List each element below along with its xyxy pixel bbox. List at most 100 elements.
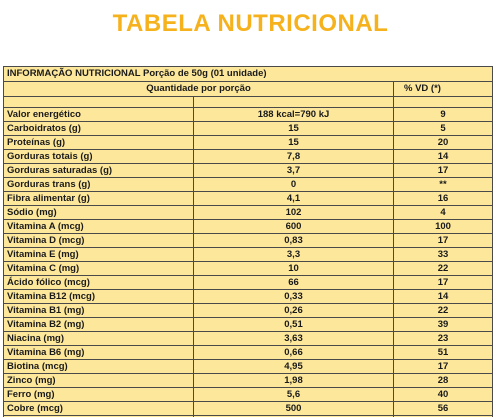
nutrient-vd: 56 [437, 403, 449, 414]
nutrient-vd: 17 [437, 235, 449, 246]
nutrient-name: Vitamina B1 (mg) [4, 304, 194, 317]
table-row: Carboidratos (g) 15 5 [4, 121, 492, 135]
page-title: TABELA NUTRICIONAL [112, 10, 389, 37]
nutrient-name: Biotina (mcg) [4, 360, 194, 373]
table-row: Gorduras trans (g) 0 ** [4, 177, 492, 191]
nutrient-quantity: 10 [194, 262, 394, 275]
spacer-row [4, 97, 492, 107]
nutrient-quantity: 600 [194, 220, 394, 233]
nutrient-vd: ** [439, 179, 447, 190]
nutrient-quantity: 0,26 [194, 304, 394, 317]
nutrient-name: Zinco (mg) [4, 374, 194, 387]
nutrient-quantity: 66 [194, 276, 394, 289]
table-row: Vitamina B6 (mg) 0,66 51 [4, 345, 492, 359]
quantity-header: Quantidade por porção [4, 82, 394, 96]
nutrient-vd: 100 [435, 221, 451, 232]
table-row: Vitamina E (mg) 3,3 33 [4, 247, 492, 261]
table-row: Ferro (mg) 5,6 40 [4, 387, 492, 401]
nutrient-name: Gorduras saturadas (g) [4, 164, 194, 177]
table-body: Valor energético 188 kcal=790 kJ 9 Carboidr… [4, 107, 492, 417]
nutrient-vd: 14 [437, 291, 449, 302]
table-row: Valor energético 188 kcal=790 kJ 9 [4, 107, 492, 121]
nutrient-name: Vitamina B12 (mcg) [4, 290, 194, 303]
nutrient-name: Vitamina B6 (mg) [4, 346, 194, 359]
nutrient-vd: 16 [437, 193, 449, 204]
nutrient-vd: 23 [437, 333, 449, 344]
nutrient-vd: 17 [437, 165, 449, 176]
nutrient-name: Vitamina E (mg) [4, 248, 194, 261]
nutrient-quantity: 0 [194, 178, 394, 191]
spacer-cell [394, 97, 492, 107]
nutrient-name: Gorduras trans (g) [4, 178, 194, 191]
nutrient-name: Vitamina A (mcg) [4, 220, 194, 233]
table-row: Vitamina B1 (mg) 0,26 22 [4, 303, 492, 317]
nutrient-quantity: 0,51 [194, 318, 394, 331]
nutrient-name: Fibra alimentar (g) [4, 192, 194, 205]
nutrient-vd: 39 [437, 319, 449, 330]
nutrient-vd: 51 [437, 347, 449, 358]
nutrient-quantity: 7,8 [194, 150, 394, 163]
nutrient-name: Vitamina C (mg) [4, 262, 194, 275]
nutrient-name: Sódio (mg) [4, 206, 194, 219]
nutrient-quantity: 3,3 [194, 248, 394, 261]
nutrient-name: Cobre (mcg) [4, 402, 194, 415]
nutrient-name: Gorduras totais (g) [4, 150, 194, 163]
nutrient-name: Vitamina B2 (mg) [4, 318, 194, 331]
nutrient-vd: 40 [437, 389, 449, 400]
table-row: Ácido fólico (mcg) 66 17 [4, 275, 492, 289]
nutrient-quantity: 15 [194, 136, 394, 149]
nutrient-vd: 33 [437, 249, 449, 260]
table-row: Fibra alimentar (g) 4,1 16 [4, 191, 492, 205]
nutrient-quantity: 0,33 [194, 290, 394, 303]
table-row: Vitamina B12 (mcg) 0,33 14 [4, 289, 492, 303]
nutrient-vd: 14 [437, 151, 449, 162]
table-row: Vitamina A (mcg) 600 100 [4, 219, 492, 233]
nutrient-quantity: 4,95 [194, 360, 394, 373]
nutrition-table: INFORMAÇÃO NUTRICIONAL Porção de 50g (01… [3, 66, 493, 417]
table-row: Zinco (mg) 1,98 28 [4, 373, 492, 387]
nutrient-vd: 9 [440, 109, 446, 120]
nutrient-quantity: 15 [194, 122, 394, 135]
nutrient-quantity: 5,6 [194, 388, 394, 401]
nutrient-quantity: 3,7 [194, 164, 394, 177]
table-row: Niacina (mg) 3,63 23 [4, 331, 492, 345]
table-row: Biotina (mcg) 4,95 17 [4, 359, 492, 373]
nutrient-quantity: 500 [194, 402, 394, 415]
nutrient-vd: 28 [437, 375, 449, 386]
nutrient-quantity: 188 kcal=790 kJ [194, 108, 394, 121]
nutrient-quantity: 1,98 [194, 374, 394, 387]
nutrient-vd: 4 [440, 207, 446, 218]
nutrient-name: Proteínas (g) [4, 136, 194, 149]
nutrient-quantity: 102 [194, 206, 394, 219]
table-row: Sódio (mg) 102 4 [4, 205, 492, 219]
table-row: Vitamina C (mg) 10 22 [4, 261, 492, 275]
nutrient-vd: 22 [437, 263, 449, 274]
nutrient-quantity: 0,66 [194, 346, 394, 359]
table-row: Proteínas (g) 15 20 [4, 135, 492, 149]
nutrient-quantity: 3,63 [194, 332, 394, 345]
nutrient-name: Valor energético [4, 108, 194, 121]
nutrient-name: Carboidratos (g) [4, 122, 194, 135]
table-header: Quantidade por porção % VD (*) [4, 82, 492, 97]
nutrient-name: Ácido fólico (mcg) [4, 276, 194, 289]
nutrient-vd: 20 [437, 137, 449, 148]
vd-header: % VD (*) [404, 83, 441, 94]
table-row: Vitamina D (mcg) 0,83 17 [4, 233, 492, 247]
spacer-cell [194, 97, 394, 107]
nutrient-name: Ferro (mg) [4, 388, 194, 401]
table-row: Gorduras saturadas (g) 3,7 17 [4, 163, 492, 177]
spacer-cell [4, 97, 194, 107]
serving-info: INFORMAÇÃO NUTRICIONAL Porção de 50g (01… [4, 67, 492, 82]
table-row: Cobre (mcg) 500 56 [4, 401, 492, 415]
nutrient-quantity: 4,1 [194, 192, 394, 205]
nutrient-name: Niacina (mg) [4, 332, 194, 345]
table-row: Vitamina B2 (mg) 0,51 39 [4, 317, 492, 331]
nutrient-vd: 5 [440, 123, 446, 134]
nutrient-name: Vitamina D (mcg) [4, 234, 194, 247]
nutrient-quantity: 0,83 [194, 234, 394, 247]
nutrient-vd: 22 [437, 305, 449, 316]
table-row: Gorduras totais (g) 7,8 14 [4, 149, 492, 163]
nutrient-vd: 17 [437, 277, 449, 288]
nutrient-vd: 17 [437, 361, 449, 372]
